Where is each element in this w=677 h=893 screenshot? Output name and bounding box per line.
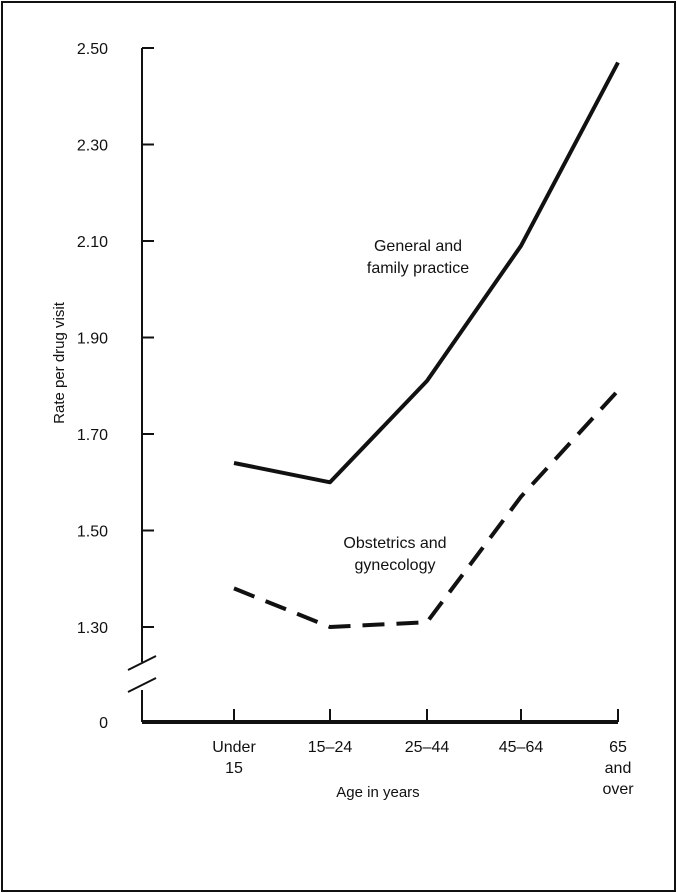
- axes: [127, 48, 618, 724]
- series-labels: General and family practice Obstetrics and…: [343, 238, 469, 574]
- x-tick-label: 45–64: [499, 739, 544, 756]
- series-layer: [233, 61, 620, 629]
- x-axis-title: Age in years: [336, 784, 419, 801]
- y-tick-label-zero: 0: [99, 715, 108, 732]
- y-tick-label: 2.50: [77, 41, 108, 58]
- y-tick-label: 1.70: [77, 427, 108, 444]
- series-label-obstetrics-gynecology: Obstetrics and gynecology: [343, 535, 446, 574]
- y-tick-label: 1.90: [77, 331, 108, 348]
- x-tick-label: 65 and over: [602, 739, 634, 798]
- x-tick-label: Under 15: [212, 739, 256, 777]
- x-tick-label: 25–44: [405, 739, 450, 756]
- series-label-general-family-practice: General and family practice: [367, 238, 469, 277]
- y-tick-label: 1.30: [77, 620, 108, 637]
- y-tick-label: 2.10: [77, 234, 108, 251]
- y-tick-label: 2.30: [77, 138, 108, 155]
- y-axis-title: Rate per drug visit: [51, 301, 68, 424]
- axis-break-mark: [127, 655, 157, 671]
- series-line-obstetrics-gynecology: [233, 389, 620, 629]
- y-axis-ticks: 2.50 2.30 2.10 1.90 1.70 1.50 1.30 0: [77, 41, 154, 732]
- axis-break-mark: [127, 677, 157, 693]
- x-axis-ticks: Under 15 15–24 25–44 45–64 65 and over: [212, 709, 634, 798]
- x-tick-label: 15–24: [308, 739, 353, 756]
- y-tick-label: 1.50: [77, 524, 108, 541]
